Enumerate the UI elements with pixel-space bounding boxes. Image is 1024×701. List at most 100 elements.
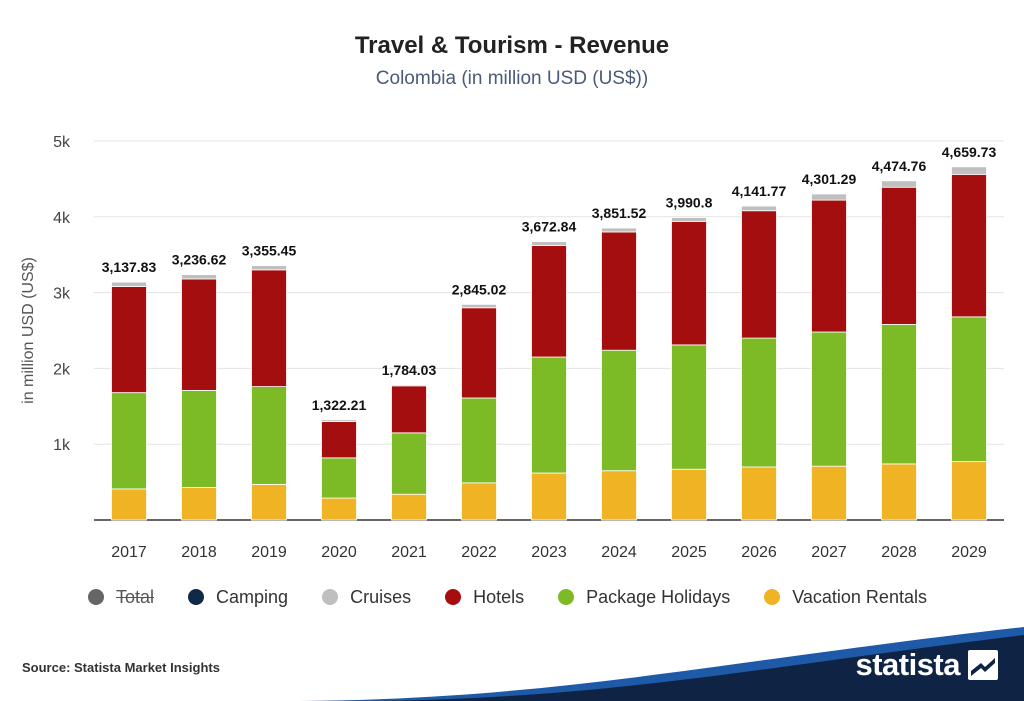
legend-dot-vacation-rentals xyxy=(764,589,781,605)
legend-dot-total xyxy=(88,589,104,605)
x-tick-label: 2023 xyxy=(531,544,567,561)
x-tick-label: 2029 xyxy=(951,544,987,561)
bar-segment-package-holidays xyxy=(881,324,917,465)
chart-subtitle: Colombia (in million USD (US$)) xyxy=(375,68,649,89)
bar-segment-hotels xyxy=(111,286,147,394)
bar-segment-cruises xyxy=(531,241,567,247)
x-tick-label: 2027 xyxy=(811,544,847,561)
stacked-bar-chart: 1k 2k 3k 4k 5k in million USD (US$) 3,137.83 20… xyxy=(20,134,1004,561)
bar-segment-cruises xyxy=(811,193,847,201)
legend-dot-cruises xyxy=(322,589,339,605)
chart-legend: Total Camping Cruises Hotels Package Hol… xyxy=(88,585,961,609)
bar-segment-cruises xyxy=(881,180,917,188)
y-tick-label: 5k xyxy=(53,134,71,151)
x-tick-label: 2022 xyxy=(461,544,497,561)
bar-segment-vacation-rentals xyxy=(181,487,217,521)
legend-dot-camping xyxy=(188,589,205,605)
bar-segment-vacation-rentals xyxy=(251,483,287,521)
bar-segment-vacation-rentals xyxy=(111,488,147,521)
legend-item-vacation-rentals[interactable]: Vacation Rentals xyxy=(764,587,927,608)
x-tick-label: 2020 xyxy=(321,544,357,561)
data-label-total: 3,990.8 xyxy=(666,194,713,210)
bar-segment-hotels xyxy=(461,307,497,399)
bar-segment-package-holidays xyxy=(811,331,847,467)
data-label-total: 2,845.02 xyxy=(452,281,507,297)
bar-segment-cruises xyxy=(741,205,777,212)
data-label-total: 1,784.03 xyxy=(382,362,437,378)
data-label-total: 3,851.52 xyxy=(592,205,647,221)
bar-segment-package-holidays xyxy=(601,349,637,472)
bar-segment-cruises xyxy=(181,274,217,280)
data-label-total: 4,301.29 xyxy=(802,171,857,187)
bar-segment-hotels xyxy=(741,210,777,339)
bar-segment-hotels xyxy=(321,421,357,459)
bar-segment-cruises xyxy=(601,227,637,233)
legend-item-total[interactable]: Total xyxy=(88,587,154,608)
data-label-total: 3,137.83 xyxy=(102,259,157,275)
bar-segment-package-holidays xyxy=(461,397,497,484)
bar-segment-vacation-rentals xyxy=(531,472,567,521)
x-tick-label: 2025 xyxy=(671,544,707,561)
bar-segment-hotels xyxy=(391,385,427,434)
x-tick-label: 2028 xyxy=(881,544,917,561)
legend-item-camping[interactable]: Camping xyxy=(188,587,288,608)
bar-segment-package-holidays xyxy=(111,392,147,490)
statista-logo[interactable]: statista xyxy=(855,645,998,685)
x-tick-label: 2021 xyxy=(391,544,427,561)
bar-segment-cruises xyxy=(111,281,147,287)
bar-segment-hotels xyxy=(251,269,287,387)
bar-segment-hotels xyxy=(881,186,917,325)
bar-segment-vacation-rentals xyxy=(811,465,847,521)
bar-segment-hotels xyxy=(671,220,707,346)
bar-segment-vacation-rentals xyxy=(671,468,707,521)
y-tick-label: 3k xyxy=(53,286,71,303)
bar-segment-vacation-rentals xyxy=(951,461,987,521)
legend-label-cruises: Cruises xyxy=(350,586,412,607)
x-tick-label: 2018 xyxy=(181,544,217,561)
x-tick-label: 2019 xyxy=(251,544,287,561)
bar-segment-cruises xyxy=(671,217,707,222)
y-tick-label: 4k xyxy=(53,210,71,227)
y-axis-title: in million USD (US$) xyxy=(20,257,37,404)
bar-segment-package-holidays xyxy=(531,356,567,474)
footer-wave xyxy=(300,627,1024,701)
chart-title: Travel & Tourism - Revenue xyxy=(354,32,670,59)
bar-segment-vacation-rentals xyxy=(601,470,637,521)
bar-segment-package-holidays xyxy=(671,344,707,470)
data-label-total: 4,141.77 xyxy=(732,183,787,199)
y-tick-label: 2k xyxy=(53,361,71,378)
bar-segment-package-holidays xyxy=(951,316,987,463)
legend-dot-hotels xyxy=(445,589,462,605)
bar-segment-vacation-rentals xyxy=(321,497,357,521)
bar-segment-hotels xyxy=(951,173,987,318)
legend-item-cruises[interactable]: Cruises xyxy=(322,587,411,608)
data-label-total: 4,474.76 xyxy=(872,158,927,174)
x-tick-label: 2017 xyxy=(111,544,147,561)
x-tick-label: 2026 xyxy=(741,544,777,561)
data-label-total: 3,672.84 xyxy=(522,219,577,235)
bar-segment-hotels xyxy=(531,245,567,358)
bar-segment-cruises xyxy=(251,265,287,271)
logo-text: statista xyxy=(855,647,960,682)
legend-item-package-holidays[interactable]: Package Holidays xyxy=(558,587,730,608)
bar-segment-cruises xyxy=(391,384,427,387)
bar-segment-vacation-rentals xyxy=(391,493,427,521)
bar-segment-hotels xyxy=(181,278,217,391)
bar-segment-vacation-rentals xyxy=(881,463,917,521)
bar-segment-cruises xyxy=(951,166,987,175)
legend-label-package-holidays: Package Holidays xyxy=(586,586,731,607)
bar-segment-cruises xyxy=(461,303,497,309)
bar-segment-vacation-rentals xyxy=(461,482,497,521)
bar-segment-package-holidays xyxy=(391,432,427,495)
bar-segment-hotels xyxy=(811,199,847,333)
legend-label-hotels: Hotels xyxy=(473,586,525,607)
data-label-total: 3,355.45 xyxy=(242,243,297,259)
data-label-total: 3,236.62 xyxy=(172,252,227,268)
source-note: Source: Statista Market Insights xyxy=(22,660,220,675)
bar-segment-hotels xyxy=(601,231,637,351)
bar-segment-cruises xyxy=(321,419,357,422)
bar-segment-package-holidays xyxy=(741,337,777,468)
legend-label-camping: Camping xyxy=(216,586,289,607)
legend-item-hotels[interactable]: Hotels xyxy=(445,587,524,608)
legend-dot-package-holidays xyxy=(558,589,575,605)
